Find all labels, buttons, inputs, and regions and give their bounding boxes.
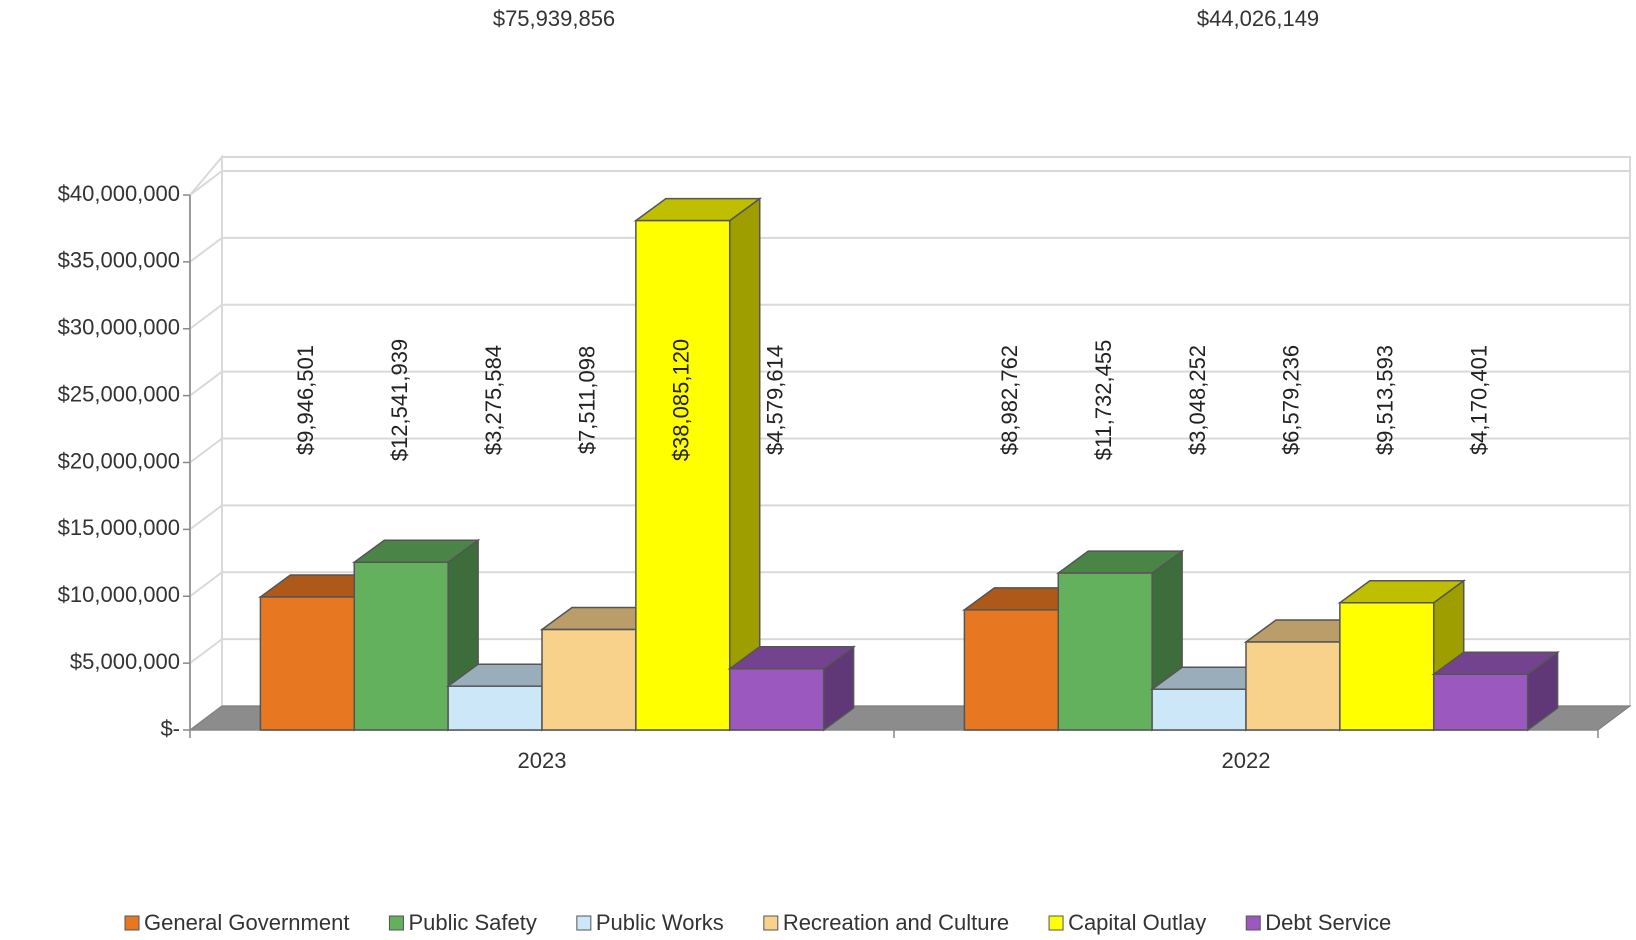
legend-swatch: [1048, 915, 1064, 931]
bar-front: [963, 609, 1060, 731]
bar: [633, 197, 763, 732]
grid-line: [189, 504, 1630, 531]
y-tick-label: $40,000,000: [58, 181, 180, 206]
legend-swatch: [388, 915, 404, 931]
y-tick-label: $25,000,000: [58, 381, 180, 406]
y-tick-label: $30,000,000: [58, 315, 180, 340]
legend-label: Recreation and Culture: [783, 910, 1009, 935]
bar-front: [635, 219, 731, 731]
bar-front: [1339, 602, 1435, 731]
data-label: $38,085,120: [669, 339, 694, 461]
grid-line: [189, 370, 1630, 397]
legend-swatch: [576, 915, 592, 931]
data-label: $3,048,252: [1185, 345, 1210, 455]
legend-swatch: [1245, 915, 1261, 931]
bar: [727, 645, 856, 732]
legend-swatch: [763, 915, 779, 931]
grid-line: [189, 170, 1630, 196]
bar-front: [1432, 673, 1529, 731]
y-tick-label: $-: [160, 716, 180, 741]
legend-label: Debt Service: [1265, 910, 1391, 935]
category-total: $75,939,856: [493, 6, 615, 31]
data-label: $8,982,762: [997, 345, 1022, 455]
grid-line: [189, 236, 1630, 263]
x-tick-label: 2022: [1222, 748, 1271, 773]
y-tick-label: $5,000,000: [70, 649, 180, 674]
bar-front: [1151, 688, 1247, 731]
bar-front: [1057, 572, 1153, 731]
y-tick-label: $10,000,000: [58, 582, 180, 607]
bar-front: [447, 685, 543, 731]
y-tick-label: $35,000,000: [58, 248, 180, 273]
data-label: $3,275,584: [481, 345, 506, 455]
legend-label: Public Safety: [408, 910, 536, 935]
legend-label: General Government: [144, 910, 349, 935]
y-tick-label: $15,000,000: [58, 515, 180, 540]
legend-label: Capital Outlay: [1068, 910, 1206, 935]
bar-front: [541, 628, 637, 731]
data-label: $4,170,401: [1466, 345, 1491, 455]
legend-swatch: [124, 915, 140, 931]
x-tick-label: 2023: [518, 748, 567, 773]
data-label: $11,732,455: [1091, 340, 1116, 461]
grid-line: [189, 303, 1630, 330]
grid-line: [189, 437, 1630, 464]
bar-front: [259, 596, 356, 731]
bar-front: [728, 667, 825, 731]
data-label: $7,511,098: [575, 346, 600, 454]
data-label: $12,541,939: [387, 339, 412, 461]
legend-label: Public Works: [596, 910, 724, 935]
data-label: $6,579,236: [1279, 345, 1304, 455]
data-label: $9,513,593: [1373, 345, 1398, 455]
data-label: $4,579,614: [762, 345, 787, 455]
category-total: $44,026,149: [1197, 6, 1319, 31]
side-wall: [189, 154, 223, 732]
bar-front: [353, 561, 449, 731]
y-tick-label: $20,000,000: [58, 448, 180, 473]
bar-front: [1245, 641, 1341, 731]
data-label: $9,946,501: [293, 345, 318, 455]
bar: [1431, 650, 1560, 732]
